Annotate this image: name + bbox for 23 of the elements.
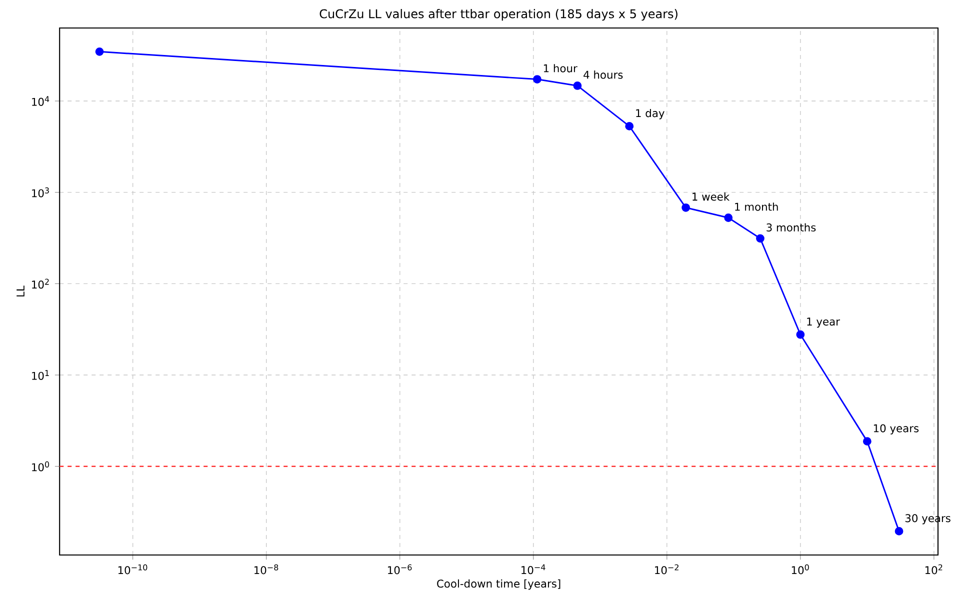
y-tick-label: 10$^{0}$ [32, 461, 50, 472]
annotation: 3 months [766, 223, 816, 232]
annotation: 10 years [874, 424, 919, 434]
x-tick-label: 10$^{−4}$ [522, 564, 546, 574]
y-tick-label: 10$^{1}$ [32, 370, 49, 380]
annotation: 4 hours [584, 70, 623, 79]
x-tick-label: 10$^{−10}$ [118, 564, 148, 574]
x-tick-label: 10$^{−6}$ [388, 564, 412, 574]
y-tick-label: 10$^{4}$ [32, 96, 50, 106]
y-tick-label: 10$^{3}$ [32, 187, 49, 198]
x-tick-label: 10$^{−2}$ [655, 564, 678, 574]
annotation: 1 week [692, 192, 730, 201]
x-tick-label: 10$^{0}$ [792, 564, 809, 574]
y-tick-label: 10$^{2}$ [32, 278, 49, 289]
annotation: 1 month [735, 202, 778, 211]
chart-title: CuCrZu LL values after ttbar operation (185 days x 5 years) [320, 9, 678, 21]
x-tick-label: 10$^{−8}$ [254, 564, 278, 574]
annotation: 1 year [807, 318, 840, 328]
y-axis-title: LL [16, 286, 24, 296]
x-axis-title: Cool-down time [years] [437, 579, 560, 590]
x-tick-label: 10$^{2}$ [925, 564, 942, 574]
annotation: 1 day [636, 108, 664, 120]
annotation: 1 hour [544, 64, 578, 72]
